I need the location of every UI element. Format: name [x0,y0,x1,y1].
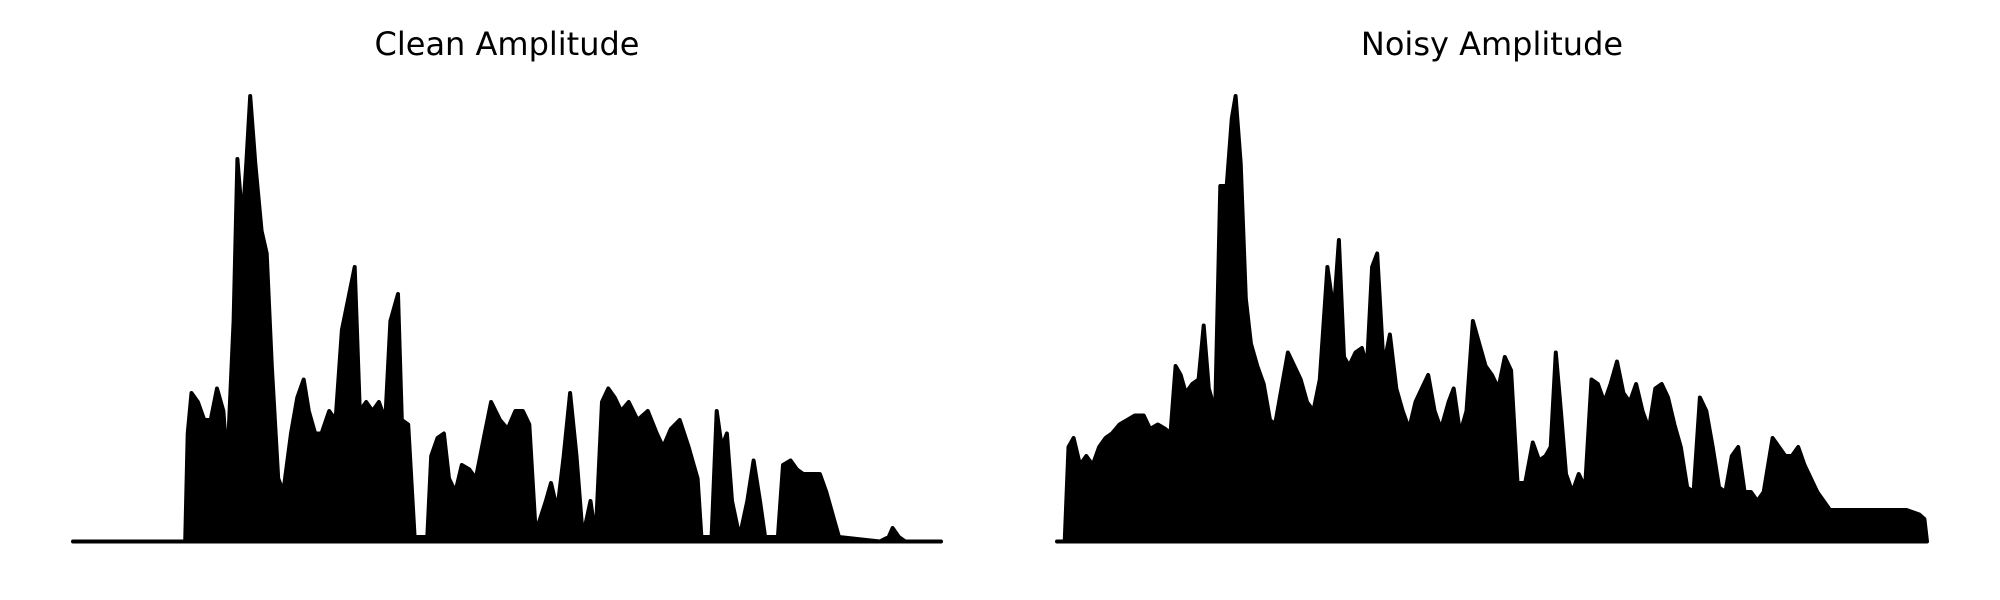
amplitude-envelope [71,94,943,544]
chart-title: Clean Amplitude [375,25,640,63]
chart-title: Noisy Amplitude [1361,25,1623,63]
amplitude-envelope [1055,94,1929,544]
